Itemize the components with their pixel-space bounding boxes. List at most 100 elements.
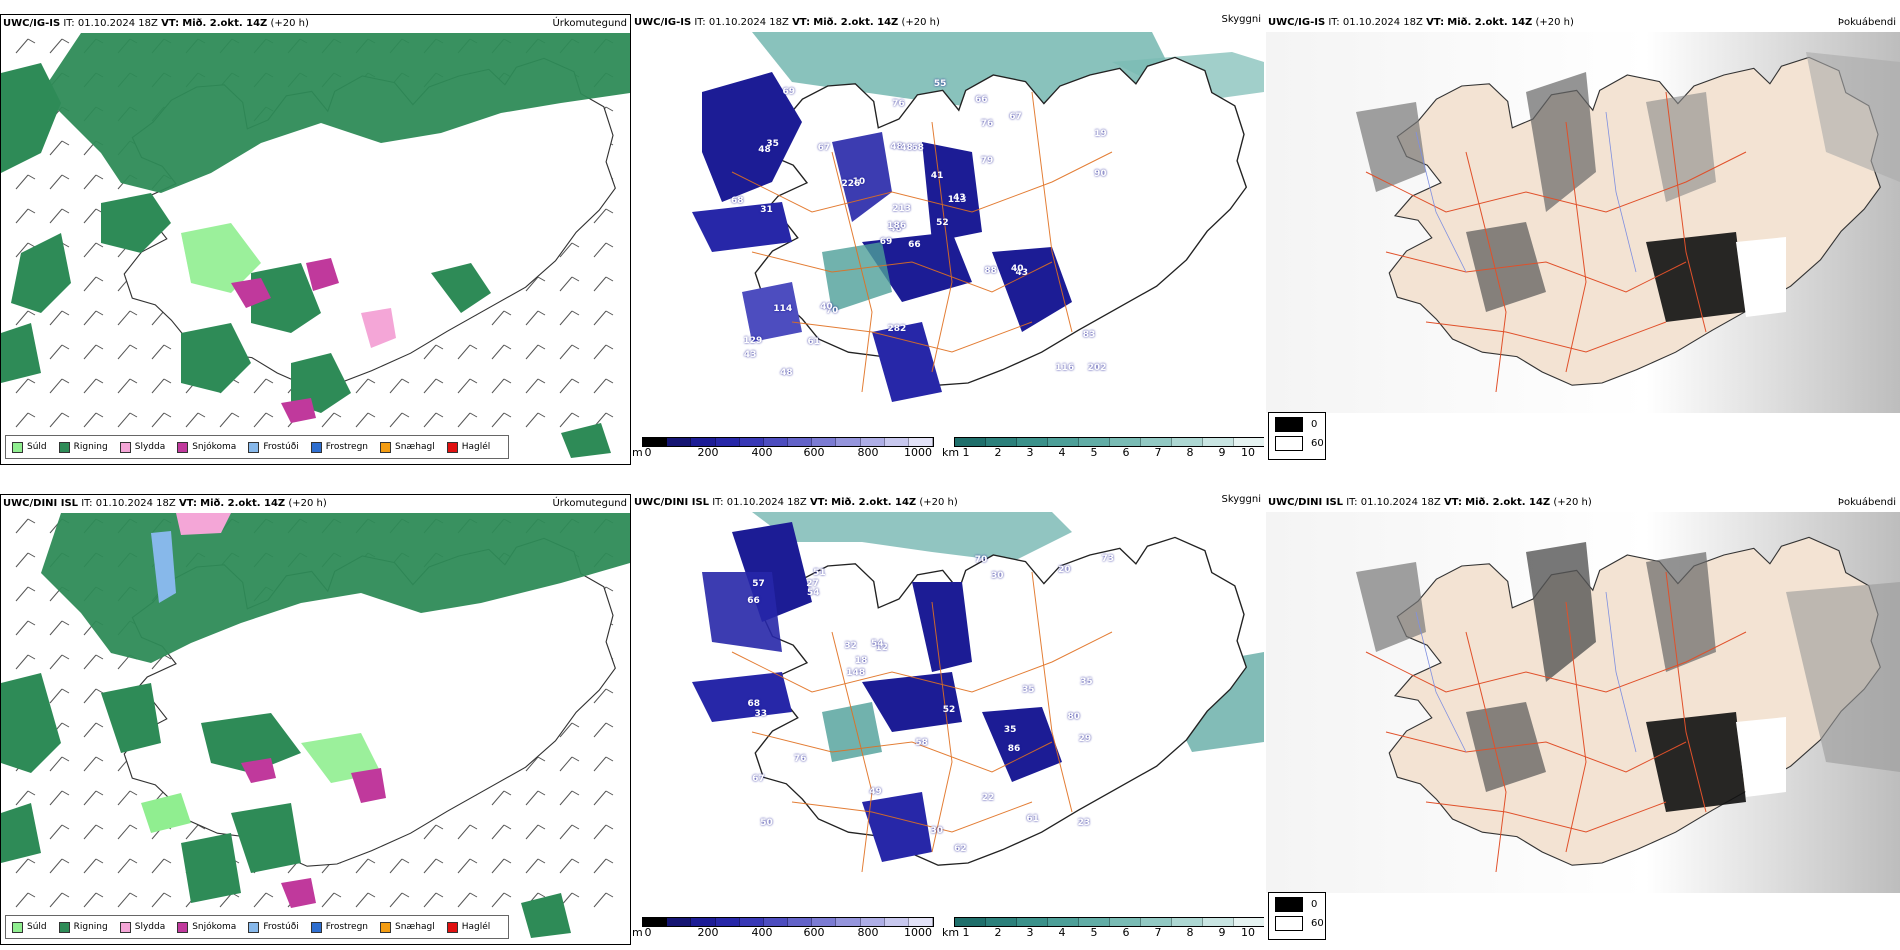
wind-barb [49, 344, 63, 360]
wind-barb [15, 858, 29, 874]
wind-barb [491, 378, 505, 394]
wind-barb [83, 412, 97, 428]
wind-barb [117, 790, 131, 806]
wind-barb [525, 858, 539, 874]
legend-item: Frostregn [310, 441, 368, 453]
wind-barb [151, 858, 165, 874]
wind-barb-flag [61, 654, 70, 660]
wind-barb [457, 858, 471, 874]
visibility-tick: 3 [1026, 926, 1034, 939]
wind-barb [355, 858, 369, 874]
wind-barb-flag [61, 378, 70, 384]
precip-type-legend: Súld Rigning Slydda Snjókoma Frostúði Fr… [5, 435, 510, 459]
visibility-unit: km [942, 446, 960, 459]
wind-barb [83, 310, 97, 326]
wind-barb [15, 518, 29, 534]
fog-legend-item: 60 [1275, 436, 1325, 451]
legend-item: Snæhagl [380, 921, 435, 933]
wind-barb [355, 412, 369, 428]
wind-barb-flag [469, 892, 478, 898]
ceiling-colorbar-swatches [642, 917, 934, 927]
wind-barb [593, 790, 607, 806]
wind-barb [423, 344, 437, 360]
wind-barb-flag [95, 654, 104, 660]
fog-index-legend: 0 60 [1268, 412, 1326, 460]
visibility-tick: 8 [1186, 446, 1194, 459]
ceiling-tick: 600 [803, 446, 825, 459]
visibility-tick: 4 [1058, 446, 1066, 459]
wind-barb [355, 892, 369, 908]
wind-barb-flag [95, 174, 104, 180]
wind-barb [117, 654, 131, 670]
wind-barb-flag [61, 208, 70, 214]
visibility-tick: 10 [1241, 926, 1255, 939]
visibility-colorbar-swatches [954, 917, 1264, 927]
panel-title: UWC/IG-IS IT: 01.10.2024 18Z VT: Mið. 2.… [1268, 17, 1574, 28]
wind-barb [49, 688, 63, 704]
legend-item: Slydda [119, 441, 165, 453]
wind-barb [117, 310, 131, 326]
cloud-map [632, 512, 1264, 903]
wind-barb-flag [27, 208, 36, 214]
legend-item: Haglél [446, 441, 490, 453]
wind-barb [83, 756, 97, 772]
wind-barb-flag [571, 756, 580, 762]
wind-barb [389, 858, 403, 874]
wind-barb [525, 756, 539, 772]
wind-barb [593, 892, 607, 908]
wind-barb-flag [605, 790, 614, 796]
fog-index-legend: 0 60 [1268, 892, 1326, 940]
panel-product-label: Þokuábendi [1837, 497, 1896, 508]
wind-barb [83, 174, 97, 190]
legend-item: Haglél [446, 921, 490, 933]
wind-barb-flag [571, 276, 580, 282]
wind-barb-flag [435, 378, 444, 384]
wind-barb [117, 344, 131, 360]
wind-barb-flag [27, 310, 36, 316]
wind-barb [253, 892, 267, 908]
wind-barb [559, 858, 573, 874]
wind-barb-flag [27, 38, 36, 44]
panel-title: UWC/IG-IS IT: 01.10.2024 18Z VT: Mið. 2.… [634, 17, 940, 28]
wind-barb-flag [95, 310, 104, 316]
ceiling-tick: 1000 [904, 926, 932, 939]
wind-barb-flag [129, 344, 138, 350]
wind-barb-flag [129, 824, 138, 830]
wind-barb-flag [469, 378, 478, 384]
wind-barb [15, 654, 29, 670]
ceiling-tick: 400 [751, 926, 773, 939]
wind-barb-flag [605, 344, 614, 350]
wind-barb-flag [537, 276, 546, 282]
wind-barb-flag [435, 892, 444, 898]
wind-barb-flag [61, 242, 70, 248]
wind-barb-flag [163, 378, 172, 384]
legend-item: Slydda [119, 921, 165, 933]
wind-barb [83, 378, 97, 394]
wind-barb [593, 310, 607, 326]
wind-barb [593, 242, 607, 258]
wind-barb [49, 38, 63, 54]
wind-barb [15, 208, 29, 224]
ceiling-tick: 200 [697, 926, 719, 939]
wind-barb-flag [27, 620, 36, 626]
wind-barb [49, 310, 63, 326]
wind-barb-flag [401, 378, 410, 384]
visibility-tick: 8 [1186, 926, 1194, 939]
wind-barb [491, 790, 505, 806]
wind-barb-flag [401, 858, 410, 864]
wind-barb-flag [605, 242, 614, 248]
ceiling-colorbar-swatches [642, 437, 934, 447]
wind-barb-flag [401, 892, 410, 898]
wind-barb [423, 412, 437, 428]
fog-map [1266, 32, 1900, 413]
wind-barb [49, 790, 63, 806]
wind-barb [83, 688, 97, 704]
legend-item: Snjókoma [177, 441, 236, 453]
wind-barb [321, 412, 335, 428]
wind-barb [49, 620, 63, 636]
wind-barb [219, 892, 233, 908]
wind-barb [559, 722, 573, 738]
wind-barb-flag [129, 790, 138, 796]
wind-barb [355, 378, 369, 394]
wind-barb [15, 620, 29, 636]
